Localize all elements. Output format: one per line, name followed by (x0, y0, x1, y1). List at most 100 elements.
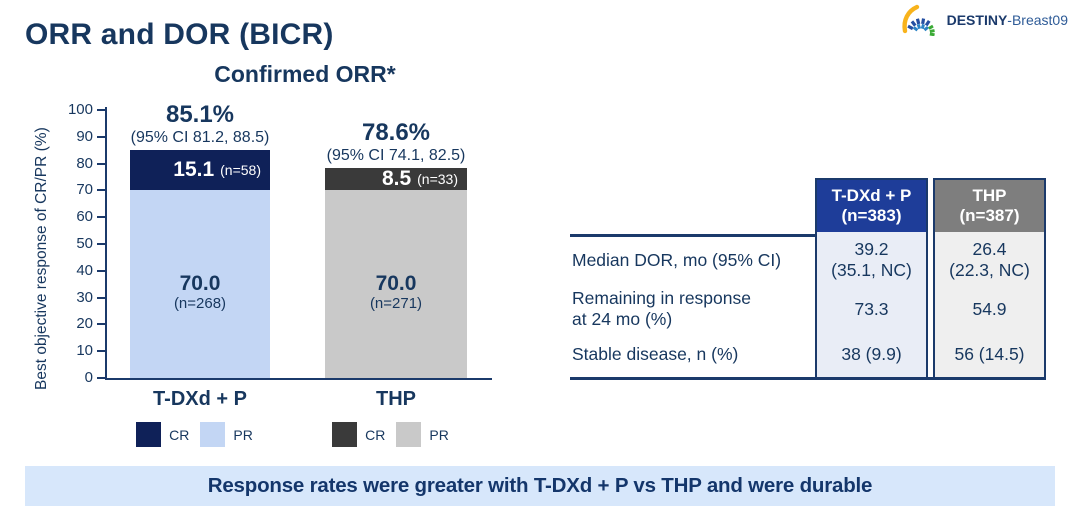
stacked-bar-THP: 70.0 (n=271) 8.5 (n=33) (325, 167, 467, 378)
dor-table: Median DOR, mo (95% CI) Remaining in resp… (570, 178, 1046, 381)
table-cell-line: (22.3, NC) (949, 260, 1030, 280)
y-axis-tick (97, 243, 105, 245)
y-axis-tick (97, 269, 105, 272)
y-axis-tick-label: 60 (76, 208, 93, 226)
y-axis-tick (97, 296, 105, 299)
table-bottom-rule (570, 377, 1046, 380)
table-cell-line: 73.3 (854, 298, 889, 319)
table-header-rule (570, 234, 817, 237)
column-header-line1: THP (972, 186, 1007, 205)
table-row-label-line: Remaining in response (572, 288, 751, 308)
chart-title: Confirmed ORR* (214, 61, 396, 87)
y-axis-tick (97, 377, 105, 379)
table-column-thp: THP (n=387) 26.4 (22.3, NC) 54.9 56 (14.5) (933, 178, 1046, 379)
table-cell-line: 56 (14.5) (954, 344, 1025, 364)
bar-segment-cr: 15.1 (n=58) (130, 149, 270, 191)
cr-value: 8.5 (381, 167, 412, 191)
y-axis-line (105, 107, 107, 380)
y-axis-tick-label: 90 (76, 127, 93, 145)
logo-text: DESTINY-Breast09 (947, 12, 1068, 28)
x-category-label: THP (376, 388, 416, 410)
bar-segment-cr: 8.5 (n=33) (325, 167, 467, 191)
legend-label-cr: CR (365, 426, 386, 443)
pr-value: 70.0 (375, 272, 417, 295)
table-row-label: Stable disease, n (%) (572, 332, 812, 377)
legend-swatch-cr (136, 422, 162, 447)
pr-value: 70.0 (179, 272, 221, 295)
table-cell-line: 39.2 (854, 239, 889, 259)
bar-total-label: 78.6% (95% CI 74.1, 82.5) (280, 118, 512, 165)
cr-n-count: (n=58) (220, 162, 261, 179)
pr-segment-label: 70.0 (n=268) (130, 272, 270, 312)
page-title: ORR and DOR (BICR) (25, 18, 334, 51)
y-axis-tick-label: 30 (76, 288, 93, 306)
table-column-header-thp: THP (n=387) (935, 180, 1044, 232)
legend-T-DXdP: CR PR (110, 422, 290, 447)
logo-text-bold: DESTINY (946, 12, 1008, 28)
y-axis-tick (97, 323, 105, 326)
y-axis-tick-label: 70 (76, 181, 93, 199)
table-column-body-thp: 26.4 (22.3, NC) 54.9 56 (14.5) (935, 232, 1044, 377)
conclusion-banner: Response rates were greater with T-DXd +… (25, 466, 1055, 506)
cr-value: 15.1 (173, 158, 215, 182)
bar-segment-pr: 70.0 (n=271) (325, 190, 467, 378)
destiny-breast09-logo: DESTINY-Breast09 (900, 4, 1068, 36)
table-cell-line: 26.4 (972, 239, 1007, 259)
pr-segment-label: 70.0 (n=271) (325, 272, 467, 312)
pr-n-count: (n=271) (369, 295, 423, 312)
cr-segment-label: 15.1 (n=58) (130, 150, 270, 190)
table-cell: 56 (14.5) (935, 332, 1044, 377)
legend-label-pr: PR (429, 426, 449, 443)
y-axis-tick (97, 350, 105, 353)
table-row-label-line: at 24 mo (%) (572, 309, 673, 329)
logo-text-regular: -Breast09 (1007, 12, 1068, 28)
table-cell: 39.2 (35.1, NC) (817, 234, 926, 286)
table-column-header-tdxd: T-DXd + P (n=383) (817, 180, 926, 232)
total-orr-ci: (95% CI 74.1, 82.5) (326, 146, 466, 164)
legend-swatch-pr (200, 422, 226, 447)
y-axis-tick-label: 0 (84, 369, 93, 386)
y-axis-tick-label: 50 (76, 235, 93, 252)
table-cell-line: 38 (9.9) (841, 344, 902, 364)
orr-bar-chart: 0 10 20 30 40 50 60 70 80 90 100 70.0 (n=268) 15.1 (n=… (68, 101, 492, 447)
legend-label-pr: PR (233, 426, 253, 443)
table-row-label-line: Median DOR, mo (95% CI) (572, 249, 782, 270)
cr-segment-label: 8.5 (n=33) (325, 167, 467, 191)
table-cell: 73.3 (817, 286, 926, 332)
table-row-label-line: Stable disease, n (%) (572, 344, 739, 364)
column-header-line1: T-DXd + P (831, 186, 912, 205)
destiny-fan-icon (901, 4, 935, 36)
y-axis-tick-label: 40 (76, 261, 93, 279)
table-cell: 54.9 (935, 286, 1044, 332)
y-axis-tick-label: 20 (76, 315, 93, 333)
legend-label-cr: CR (169, 426, 190, 443)
table-column-tdxd: T-DXd + P (n=383) 39.2 (35.1, NC) 73.3 38 (9.… (815, 178, 928, 379)
y-axis-tick (97, 109, 105, 111)
y-axis-tick-label: 80 (76, 154, 93, 172)
bar-total-label: 85.1% (95% CI 81.2, 88.5) (85, 100, 315, 147)
column-header-line2: (n=383) (841, 206, 902, 225)
legend-swatch-cr (332, 422, 358, 447)
legend-swatch-pr (396, 422, 422, 447)
x-category-label: T-DXd + P (153, 388, 247, 410)
y-axis-tick (97, 216, 105, 219)
table-column-body-tdxd: 39.2 (35.1, NC) 73.3 38 (9.9) (817, 232, 926, 377)
stacked-bar-T-DXdP: 70.0 (n=268) 15.1 (n=58) (130, 149, 270, 378)
bar-segment-pr: 70.0 (n=268) (130, 190, 270, 378)
table-row-label: Median DOR, mo (95% CI) (572, 234, 812, 286)
y-axis-tick (97, 135, 105, 138)
table-cell: 38 (9.9) (817, 332, 926, 377)
y-axis-tick (97, 162, 105, 165)
table-row-label: Remaining in response at 24 mo (%) (572, 286, 812, 332)
cr-n-count: (n=33) (417, 171, 458, 188)
table-cell-line: 54.9 (972, 298, 1007, 319)
x-axis-line (105, 378, 492, 380)
table-cell: 26.4 (22.3, NC) (935, 234, 1044, 286)
conclusion-banner-text: Response rates were greater with T-DXd +… (207, 474, 873, 497)
y-axis-tick (97, 189, 105, 192)
total-orr-percent: 78.6% (361, 118, 431, 146)
total-orr-percent: 85.1% (165, 100, 235, 128)
y-axis-tick-label: 10 (76, 342, 93, 360)
y-axis-tick-label: 100 (67, 101, 93, 118)
